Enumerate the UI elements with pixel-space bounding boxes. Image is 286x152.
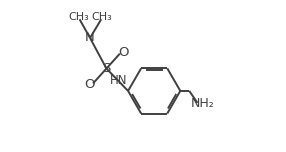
- Text: N: N: [85, 31, 95, 44]
- Text: O: O: [118, 46, 129, 59]
- Text: CH₃: CH₃: [68, 12, 89, 22]
- Text: O: O: [84, 78, 95, 92]
- Text: CH₃: CH₃: [92, 12, 112, 22]
- Text: HN: HN: [110, 74, 127, 87]
- Text: NH₂: NH₂: [190, 97, 214, 110]
- Text: S: S: [102, 62, 111, 75]
